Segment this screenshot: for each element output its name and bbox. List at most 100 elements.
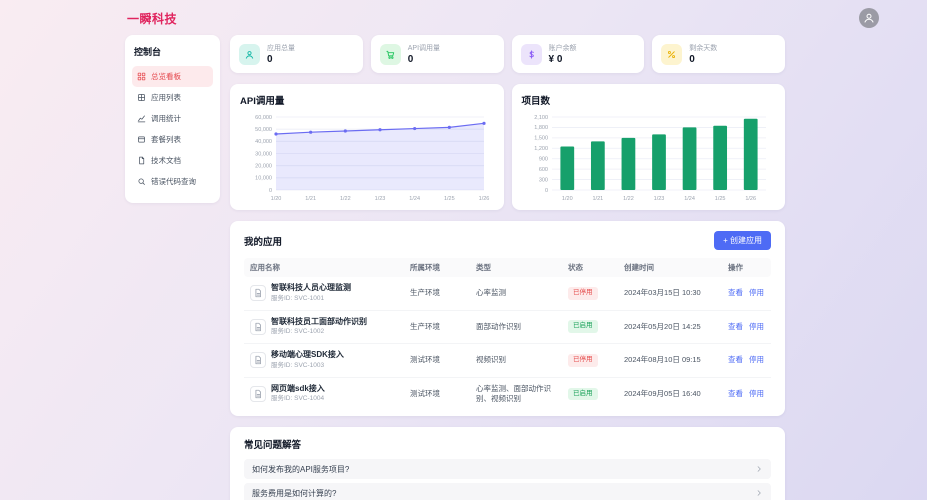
app-name-cell: 智联科技人员心理监测 服务ID: SVC-1001	[250, 283, 410, 304]
sidebar-title: 控制台	[134, 47, 162, 57]
sidebar-item-3[interactable]: 调用统计	[132, 108, 213, 129]
sidebar-item-6[interactable]: 错误代码查询	[132, 171, 213, 192]
disable-link[interactable]: 停用	[749, 355, 764, 365]
svg-text:2,100: 2,100	[534, 115, 548, 121]
app-env: 测试环境	[410, 355, 440, 365]
file-icon-box	[250, 385, 266, 402]
view-link[interactable]: 查看	[728, 321, 743, 331]
app-env: 生产环境	[410, 288, 440, 298]
api-calls-chart-card: API调用量 0 10,000 20,000 30,000 40,000 50,000 60…	[230, 84, 504, 210]
stat-value: 0	[689, 54, 695, 65]
user-icon	[864, 13, 874, 23]
cart-icon	[386, 50, 394, 59]
sidebar-item-5[interactable]: 技术文档	[132, 150, 213, 171]
stat-label: 账户余额	[548, 45, 577, 52]
app-actions: 查看 停用	[728, 389, 770, 399]
my-apps-header: 我的应用 + 创建应用	[244, 231, 771, 250]
svg-text:1/24: 1/24	[409, 196, 420, 202]
chart-canvas: 0 300 600 900 1,200 1,500 1,800 2,100 1/20 1/21 1/…	[534, 115, 766, 202]
column-header: 类型	[476, 263, 491, 272]
column-header: 状态	[568, 263, 583, 272]
sidebar: 控制台 总览看板 应用列表调用统计套餐列表技术文档错误代码查询	[125, 35, 220, 203]
file-icon	[255, 322, 261, 332]
sidebar-item-2[interactable]: 应用列表	[132, 87, 213, 108]
svg-text:50,000: 50,000	[255, 127, 272, 133]
svg-text:30,000: 30,000	[255, 151, 272, 157]
dashboard-icon	[137, 72, 146, 81]
svg-text:1/21: 1/21	[592, 196, 603, 202]
status-badge: 已停用	[568, 354, 598, 367]
sidebar-item-label: 调用统计	[151, 114, 181, 123]
docs-icon	[139, 156, 145, 165]
svg-text:1/20: 1/20	[271, 196, 282, 202]
dollar-icon	[528, 49, 534, 59]
svg-text:1,200: 1,200	[534, 146, 548, 152]
svg-text:1/23: 1/23	[653, 196, 664, 202]
projects-chart-title: 项目数	[521, 96, 551, 107]
table-row: 智联科技员工面部动作识别 服务ID: SVC-1002 生产环境 面部动作识别 已启用 2…	[244, 311, 771, 345]
app-service-id: 服务ID: SVC-1001	[271, 294, 325, 302]
svg-text:300: 300	[538, 177, 547, 183]
chart-canvas: 0 10,000 20,000 30,000 40,000 50,000 60,000 1/2…	[255, 115, 489, 202]
stat-label: 剩余天数	[689, 45, 718, 52]
stat-card-1: 应用总量 0	[230, 35, 363, 73]
faq-item[interactable]: 如何发布我的API服务项目?	[244, 459, 771, 480]
app-status-cell: 已停用	[568, 286, 624, 300]
view-link[interactable]: 查看	[728, 388, 743, 398]
app-name: 智联科技人员心理监测	[271, 283, 351, 292]
table-row: 网页端sdk接入 服务ID: SVC-1004 测试环境 心率监测、面部动作识别、视频…	[244, 378, 771, 411]
faq-item[interactable]: 服务费用是如何计算的?	[244, 483, 771, 500]
stat-icon-badge	[239, 43, 260, 65]
sidebar-item-label: 套餐列表	[151, 135, 181, 144]
sidebar-item-label: 技术文档	[151, 156, 181, 165]
app-service-id: 服务ID: SVC-1003	[271, 361, 325, 369]
app-name-cell: 网页端sdk接入 服务ID: SVC-1004	[250, 384, 410, 405]
column-header: 应用名称	[250, 263, 280, 272]
faq-title: 常见问题解答	[244, 440, 302, 452]
sidebar-item-4[interactable]: 套餐列表	[132, 129, 213, 150]
app-table-body: 智联科技人员心理监测 服务ID: SVC-1001 生产环境 心率监测 已停用 2024年…	[244, 277, 771, 410]
svg-text:0: 0	[269, 188, 272, 194]
svg-text:1/20: 1/20	[561, 196, 572, 202]
user-avatar[interactable]	[859, 8, 879, 28]
file-icon-box	[250, 352, 266, 369]
faq-question: 服务费用是如何计算的?	[252, 488, 337, 498]
svg-text:1/25: 1/25	[444, 196, 455, 202]
api-calls-chart: 0 10,000 20,000 30,000 40,000 50,000 60,000 1/2…	[240, 111, 494, 203]
svg-text:1/24: 1/24	[684, 196, 695, 202]
search-icon	[138, 178, 145, 185]
chevron-right-icon	[757, 466, 761, 472]
svg-text:40,000: 40,000	[255, 139, 272, 145]
app-type: 心率监测、面部动作识别、视频识别	[476, 383, 551, 403]
stat-card-4: 剩余天数 0	[652, 35, 785, 73]
my-apps-title: 我的应用	[244, 236, 283, 248]
column-header: 创建时间	[624, 263, 654, 272]
svg-text:20,000: 20,000	[255, 163, 272, 169]
svg-text:10,000: 10,000	[255, 176, 272, 182]
stat-text: 应用总量 0	[267, 43, 295, 65]
stat-card-2: API调用量 0	[370, 35, 504, 73]
file-icon-box	[250, 285, 266, 302]
content-area: 应用总量 0 API调用量 0 账户余额 ¥ 0 剩余天数 0 API调用量 0 10,000 2…	[230, 35, 785, 500]
svg-text:1/26: 1/26	[745, 196, 756, 202]
sidebar-menu: 总览看板 应用列表调用统计套餐列表技术文档错误代码查询	[132, 66, 213, 192]
column-header: 操作	[728, 263, 743, 272]
status-badge: 已启用	[568, 320, 598, 334]
stat-card-3: 账户余额 ¥ 0	[511, 35, 645, 73]
view-link[interactable]: 查看	[728, 288, 743, 298]
app-type: 面部动作识别	[476, 321, 521, 331]
disable-link[interactable]: 停用	[749, 388, 764, 398]
stat-text: 账户余额 ¥ 0	[549, 43, 577, 65]
view-link[interactable]: 查看	[728, 355, 743, 365]
disable-link[interactable]: 停用	[749, 321, 764, 331]
sidebar-item-1[interactable]: 总览看板	[132, 66, 213, 87]
file-icon	[255, 356, 261, 365]
faq-card: 常见问题解答 如何发布我的API服务项目?服务费用是如何计算的?如何提高识别准确…	[230, 427, 785, 500]
app-status-cell: 已启用	[568, 320, 624, 334]
stat-value: 0	[267, 54, 273, 65]
disable-link[interactable]: 停用	[749, 288, 764, 298]
table-row: 移动端心理SDK接入 服务ID: SVC-1003 测试环境 视频识别 已停用 2024年…	[244, 344, 771, 378]
stat-icon-badge	[379, 43, 401, 65]
svg-text:1/21: 1/21	[305, 196, 316, 202]
create-app-button[interactable]: + 创建应用	[714, 231, 771, 250]
